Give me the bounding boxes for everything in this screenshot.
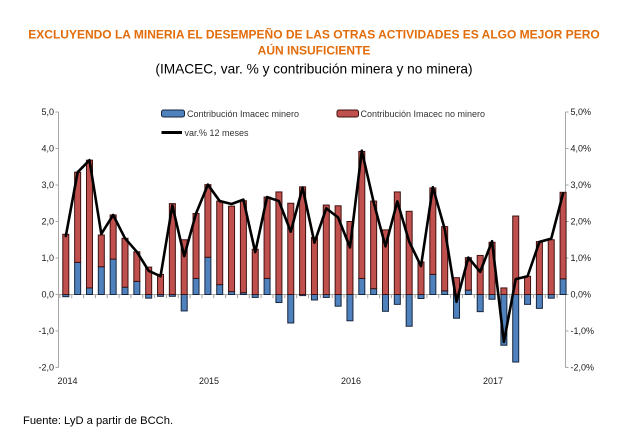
svg-text:(IMACEC, var. % y contribución: (IMACEC, var. % y contribución minera y … bbox=[155, 62, 472, 77]
svg-text:Fuente: LyD a partir de BCCh.: Fuente: LyD a partir de BCCh. bbox=[23, 415, 173, 427]
svg-text:3,0: 3,0 bbox=[41, 180, 54, 190]
svg-text:0,0: 0,0 bbox=[41, 290, 54, 300]
svg-text:Contribución Imacec no minero: Contribución Imacec no minero bbox=[361, 109, 486, 119]
svg-text:3,0%: 3,0% bbox=[571, 180, 592, 190]
svg-text:-1,0%: -1,0% bbox=[571, 326, 595, 336]
svg-text:2,0: 2,0 bbox=[41, 217, 54, 227]
svg-text:1,0%: 1,0% bbox=[571, 253, 592, 263]
svg-text:2016: 2016 bbox=[341, 376, 361, 386]
svg-text:5,0: 5,0 bbox=[41, 107, 54, 117]
svg-text:2,0%: 2,0% bbox=[571, 217, 592, 227]
svg-text:5,0%: 5,0% bbox=[571, 107, 592, 117]
svg-text:2017: 2017 bbox=[483, 376, 503, 386]
svg-text:4,0%: 4,0% bbox=[571, 144, 592, 154]
svg-text:4,0: 4,0 bbox=[41, 144, 54, 154]
svg-text:var.% 12 meses: var.% 12 meses bbox=[185, 128, 250, 138]
svg-text:1,0: 1,0 bbox=[41, 253, 54, 263]
svg-text:-2,0: -2,0 bbox=[38, 363, 54, 373]
svg-text:0,0%: 0,0% bbox=[571, 290, 592, 300]
svg-text:AÚN INSUFICIENTE: AÚN INSUFICIENTE bbox=[258, 43, 371, 58]
svg-text:2014: 2014 bbox=[57, 376, 77, 386]
svg-text:2015: 2015 bbox=[199, 376, 219, 386]
svg-text:EXCLUYENDO LA MINERIA EL DESEM: EXCLUYENDO LA MINERIA EL DESEMPEÑO DE LA… bbox=[28, 27, 599, 42]
svg-text:-1,0: -1,0 bbox=[38, 326, 54, 336]
svg-text:-2,0%: -2,0% bbox=[571, 363, 595, 373]
svg-text:Contribución Imacec minero: Contribución Imacec minero bbox=[187, 109, 299, 119]
